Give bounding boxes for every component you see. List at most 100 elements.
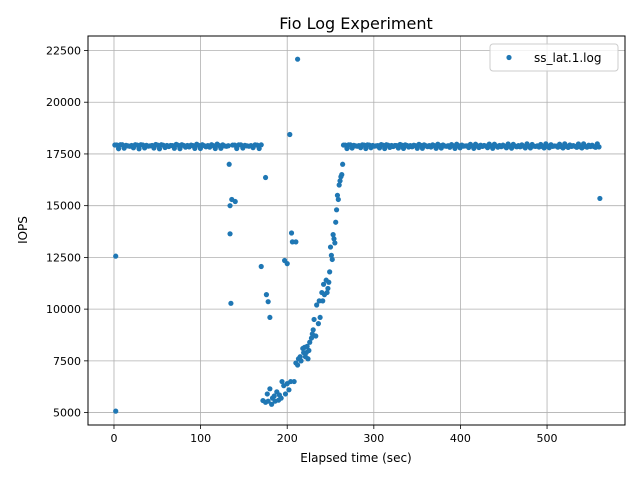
data-point xyxy=(333,219,339,225)
x-axis-ticks: 0 100 200 300 400 500 xyxy=(110,425,558,445)
data-point xyxy=(332,240,338,246)
legend: ss_lat.1.log xyxy=(489,43,619,72)
y-axis-label: IOPS xyxy=(16,216,30,244)
y-axis-ticks: 5000 7500 10000 12500 15000 17500 20000 22500 xyxy=(46,44,88,420)
data-point xyxy=(177,146,183,152)
legend-box xyxy=(489,43,619,72)
data-point xyxy=(267,386,273,392)
y-tick-label: 17500 xyxy=(46,148,81,161)
data-point xyxy=(258,263,264,270)
chart-title: Fio Log Experiment xyxy=(279,14,432,33)
data-point xyxy=(340,161,346,167)
data-point xyxy=(334,192,341,198)
data-point xyxy=(320,298,326,304)
data-point xyxy=(156,146,163,152)
data-point xyxy=(313,333,319,339)
data-point xyxy=(306,347,312,354)
data-point xyxy=(337,178,343,184)
data-point xyxy=(339,172,345,178)
x-axis-label: Elapsed time (sec) xyxy=(300,451,411,465)
y-tick-label: 5000 xyxy=(53,407,81,420)
data-point xyxy=(320,281,327,287)
data-point xyxy=(597,195,603,202)
data-point xyxy=(225,143,231,149)
data-point xyxy=(596,144,602,150)
data-point xyxy=(324,289,330,296)
data-point xyxy=(310,327,316,333)
data-point xyxy=(287,131,293,138)
data-point xyxy=(326,279,332,285)
data-point xyxy=(228,300,234,306)
data-point xyxy=(227,203,233,209)
data-point xyxy=(414,145,420,151)
data-point xyxy=(227,231,233,237)
data-point xyxy=(113,253,119,259)
y-tick-label: 10000 xyxy=(46,303,81,316)
legend-label: ss_lat.1.log xyxy=(534,51,601,65)
y-tick-label: 15000 xyxy=(46,200,81,213)
data-point xyxy=(113,408,119,414)
data-points xyxy=(112,56,603,414)
data-point xyxy=(327,244,334,250)
data-point xyxy=(279,378,285,385)
data-point xyxy=(327,269,333,275)
data-point xyxy=(335,196,341,203)
data-point xyxy=(311,316,317,323)
data-point xyxy=(314,302,320,308)
x-tick-label: 500 xyxy=(537,432,558,445)
data-point xyxy=(269,401,275,407)
data-point xyxy=(336,182,342,188)
data-point xyxy=(286,387,292,393)
data-point xyxy=(305,356,311,362)
x-tick-label: 400 xyxy=(450,432,471,445)
data-point xyxy=(329,256,335,263)
data-point xyxy=(325,285,331,292)
y-tick-label: 12500 xyxy=(46,251,81,264)
data-point xyxy=(262,174,269,181)
data-point xyxy=(295,56,301,62)
data-point xyxy=(328,252,334,258)
data-point xyxy=(192,145,198,152)
data-point xyxy=(232,198,238,205)
x-tick-label: 200 xyxy=(277,432,298,445)
data-point xyxy=(291,378,297,385)
y-tick-label: 20000 xyxy=(46,96,81,109)
data-point xyxy=(304,343,310,349)
data-point xyxy=(282,391,289,397)
y-tick-label: 22500 xyxy=(46,44,81,57)
data-point xyxy=(331,236,337,242)
x-tick-label: 300 xyxy=(363,432,384,445)
data-point xyxy=(297,354,303,360)
plot-frame xyxy=(87,35,626,426)
data-point xyxy=(288,230,295,236)
data-point xyxy=(330,232,336,238)
data-point xyxy=(284,261,290,267)
data-point xyxy=(115,146,122,152)
data-point xyxy=(278,395,284,401)
data-point xyxy=(265,398,271,404)
data-point xyxy=(267,314,273,321)
data-point xyxy=(265,299,271,305)
data-point xyxy=(298,358,304,364)
data-point xyxy=(264,391,270,397)
data-point xyxy=(226,161,232,167)
data-point xyxy=(317,314,323,321)
x-tick-label: 0 xyxy=(110,432,117,445)
data-point xyxy=(293,239,299,245)
data-point xyxy=(171,145,177,151)
data-point xyxy=(333,207,340,213)
data-point xyxy=(295,362,301,368)
data-point xyxy=(307,339,313,345)
legend-marker xyxy=(506,54,512,61)
data-point xyxy=(136,146,142,152)
x-tick-label: 100 xyxy=(190,432,211,445)
data-point xyxy=(258,142,264,148)
data-point xyxy=(315,321,321,327)
y-tick-label: 7500 xyxy=(53,355,81,368)
data-point xyxy=(263,292,270,298)
data-point xyxy=(271,393,277,399)
data-point xyxy=(308,335,315,341)
data-point xyxy=(212,145,218,152)
